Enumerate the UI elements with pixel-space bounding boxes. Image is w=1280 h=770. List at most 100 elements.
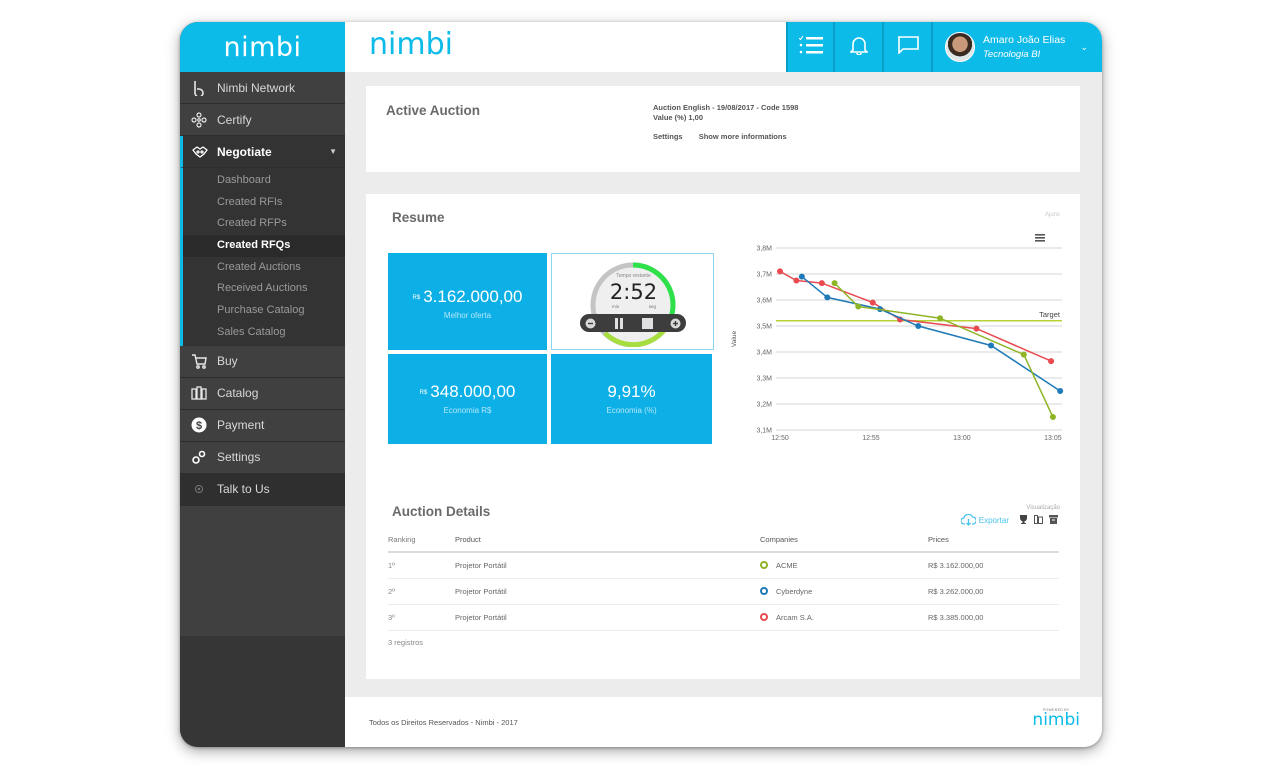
sidebar-item-nimbi-network[interactable]: Nimbi Network — [180, 72, 345, 104]
chevron-down-icon: ⌄ — [1080, 41, 1088, 52]
sidebar-item-certify[interactable]: Certify — [180, 104, 345, 136]
best-offer-label: Melhor oferta — [443, 311, 492, 320]
app-window: nimbi Nimbi Network Certify Negotiate — [180, 22, 1102, 747]
company-name: ACME — [776, 560, 798, 570]
network-icon — [180, 80, 217, 96]
column-prices[interactable]: Prices — [928, 528, 1059, 553]
table-row[interactable]: 2º Projetor Portátil Cyberdyne R$ 3.262.… — [388, 578, 1059, 605]
data-point[interactable] — [831, 280, 838, 287]
sidebar-item-label: Settings — [217, 450, 261, 464]
resume-title: Resume — [392, 210, 445, 225]
data-point[interactable] — [818, 280, 825, 287]
table-row[interactable]: 3º Projetor Portátil Arcam S.A. R$ 3.385… — [388, 604, 1059, 631]
pause-button[interactable] — [613, 317, 624, 329]
company-cell: Arcam S.A. — [760, 604, 928, 631]
sidebar-item-label: Catalog — [217, 386, 259, 400]
data-point[interactable] — [793, 277, 800, 284]
column-companies[interactable]: Companies — [760, 528, 928, 553]
cart-icon — [180, 353, 217, 369]
sidebar-item-talk-to-us[interactable]: Talk to Us — [180, 473, 345, 506]
stop-button[interactable] — [641, 317, 653, 329]
sidebar-item-catalog[interactable]: Catalog — [180, 377, 345, 410]
value-text: 3.162.000,00 — [423, 287, 523, 306]
header-logo[interactable]: nimbi — [369, 27, 453, 62]
user-info: Amaro João Elias Tecnologia BI — [983, 34, 1065, 60]
data-point[interactable] — [855, 303, 862, 310]
submenu-item-created-rfqs[interactable]: Created RFQs — [183, 235, 345, 257]
sidebar-item-negotiate[interactable]: Negotiate ▼ — [180, 136, 345, 168]
decrease-time-button[interactable] — [585, 318, 596, 329]
logo-text: nimbi — [223, 31, 302, 63]
savings-percent-label: Economia (%) — [606, 406, 657, 415]
submenu-item-created-auctions[interactable]: Created Auctions — [217, 260, 301, 273]
best-offer-tile: R$ 3.162.000,00 Melhor oferta — [388, 253, 547, 350]
svg-text:13:00: 13:00 — [953, 435, 971, 442]
data-point[interactable] — [1057, 388, 1064, 394]
sidebar-item-label: Nimbi Network — [217, 80, 296, 95]
sidebar-item-payment[interactable]: $ Payment — [180, 409, 345, 442]
main-content: Active Auction Auction English - 19/08/2… — [345, 72, 1102, 697]
data-point[interactable] — [1020, 351, 1027, 358]
powered-by-logo: POWERED BY nimbi — [1032, 708, 1080, 729]
column-ranking[interactable]: Ranking — [388, 528, 455, 553]
savings-amount-label: Economia R$ — [443, 406, 492, 415]
dollar-icon: $ — [180, 417, 217, 433]
company-cell: Cyberdyne — [760, 578, 928, 605]
data-point[interactable] — [988, 342, 995, 349]
submenu-item-created-rfps[interactable]: Created RFPs — [217, 217, 287, 230]
sidebar-item-label: Negotiate — [217, 144, 272, 159]
submenu-item-created-rfis[interactable]: Created RFIs — [217, 195, 283, 208]
price-cell: R$ 3.162.000,00 — [928, 552, 1059, 579]
submenu-item-dashboard[interactable]: Dashboard — [217, 174, 271, 186]
data-point[interactable] — [915, 323, 922, 329]
submenu-item-received-auctions[interactable]: Received Auctions — [217, 282, 308, 295]
tasks-button[interactable] — [786, 22, 835, 72]
bid-chart: 3,1M 3,2M 3,3M 3,4M 3,5M 3,6M 3,7M 3,8M 12:50 12:… — [724, 224, 1064, 454]
archive-icon[interactable] — [1049, 514, 1058, 526]
chart-menu-icon[interactable] — [1035, 234, 1045, 242]
submenu-item-sales-catalog[interactable]: Sales Catalog — [217, 325, 286, 338]
data-point[interactable] — [869, 299, 876, 306]
timer-tile: Tempo restante 2:52 min seg — [551, 253, 714, 350]
svg-text:3,1M: 3,1M — [756, 428, 772, 435]
trophy-icon[interactable] — [1019, 514, 1028, 526]
caret-down-icon: ▼ — [329, 147, 337, 156]
user-menu[interactable]: Amaro João Elias Tecnologia BI ⌄ — [933, 22, 1102, 72]
sidebar-item-settings[interactable]: Settings — [180, 441, 345, 474]
plus-circle-icon — [670, 318, 681, 328]
data-point[interactable] — [973, 325, 980, 332]
svg-text:12:50: 12:50 — [771, 435, 789, 442]
settings-link[interactable]: Settings — [653, 132, 683, 141]
data-point[interactable] — [1048, 358, 1055, 365]
data-point[interactable] — [937, 315, 944, 322]
column-product[interactable]: Product — [455, 528, 760, 553]
notifications-button[interactable] — [835, 22, 884, 72]
avatar — [945, 32, 975, 62]
show-more-link[interactable]: Show more informations — [698, 132, 787, 141]
data-point[interactable] — [1049, 414, 1056, 420]
columns-icon[interactable] — [1034, 514, 1043, 526]
task-list-icon — [798, 35, 823, 60]
increase-time-button[interactable] — [670, 318, 681, 329]
messages-button[interactable] — [884, 22, 933, 72]
sidebar-logo[interactable]: nimbi — [180, 22, 345, 72]
chat-dot-icon — [180, 484, 217, 494]
sidebar: nimbi Nimbi Network Certify Negotiate — [180, 22, 345, 747]
auction-value-line: Value (%) 1,00 — [653, 113, 704, 122]
savings-amount-value: R$ 348.000,00 — [388, 382, 547, 402]
table-row[interactable]: 1º Projetor Portátil ACME R$ 3.162.000,0… — [388, 552, 1059, 579]
chat-icon — [897, 35, 919, 59]
catalog-icon — [180, 386, 217, 400]
data-point[interactable] — [824, 294, 831, 301]
sidebar-nav: Nimbi Network Certify Negotiate ▼ Dashbo… — [180, 72, 345, 747]
data-point[interactable] — [777, 268, 783, 275]
export-button[interactable]: Exportar — [960, 514, 1009, 526]
minus-circle-icon — [585, 318, 596, 328]
timer-value: 2:52 — [609, 280, 658, 304]
submenu-item-purchase-catalog[interactable]: Purchase Catalog — [217, 304, 305, 317]
company-color-icon — [760, 560, 768, 569]
product-cell: Projetor Portátil — [455, 604, 760, 631]
pause-icon — [614, 317, 623, 329]
data-point[interactable] — [798, 273, 805, 280]
sidebar-item-buy[interactable]: Buy — [180, 345, 345, 378]
